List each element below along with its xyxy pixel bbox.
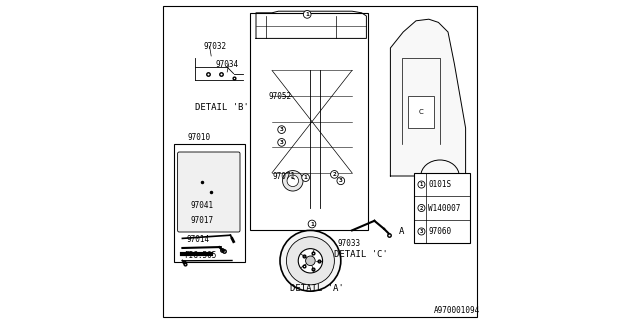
Text: DETAIL 'A': DETAIL 'A' <box>290 284 343 293</box>
Text: 97034: 97034 <box>216 60 239 68</box>
Text: 3: 3 <box>280 140 284 145</box>
Circle shape <box>418 204 425 212</box>
FancyBboxPatch shape <box>178 152 240 232</box>
Text: 1: 1 <box>304 175 307 180</box>
Text: 3: 3 <box>339 178 342 183</box>
Circle shape <box>287 237 334 285</box>
Text: 1: 1 <box>305 12 309 17</box>
Circle shape <box>302 174 310 181</box>
Text: 97010: 97010 <box>187 133 211 142</box>
Text: C: C <box>419 109 423 115</box>
Circle shape <box>282 171 303 191</box>
Text: 97060: 97060 <box>428 227 451 236</box>
Circle shape <box>278 139 285 146</box>
Bar <box>408 96 434 128</box>
Text: 97017: 97017 <box>191 216 214 225</box>
Text: 97033: 97033 <box>338 239 361 248</box>
Text: A: A <box>398 227 404 236</box>
Text: 97071: 97071 <box>273 172 296 181</box>
Text: FIG.505: FIG.505 <box>184 252 216 260</box>
Text: 3: 3 <box>420 229 423 234</box>
Text: 97014: 97014 <box>186 235 209 244</box>
Circle shape <box>278 126 285 133</box>
Text: W140007: W140007 <box>428 204 461 212</box>
Circle shape <box>330 171 338 178</box>
Circle shape <box>305 256 315 266</box>
Circle shape <box>287 175 298 187</box>
Circle shape <box>308 220 316 228</box>
Text: 3: 3 <box>280 127 284 132</box>
Circle shape <box>298 249 323 273</box>
Bar <box>250 13 368 230</box>
Polygon shape <box>390 19 466 176</box>
Text: 2: 2 <box>420 205 423 211</box>
Circle shape <box>418 181 425 188</box>
Circle shape <box>418 228 425 235</box>
Text: 1: 1 <box>420 182 423 187</box>
Circle shape <box>280 230 340 291</box>
Text: 97041: 97041 <box>191 201 214 210</box>
Bar <box>174 144 245 262</box>
Text: 2: 2 <box>333 172 336 177</box>
Bar <box>415 173 470 243</box>
Circle shape <box>337 177 344 185</box>
Circle shape <box>303 11 311 18</box>
Text: 0101S: 0101S <box>428 180 451 189</box>
Text: A970001094: A970001094 <box>434 306 480 315</box>
Text: DETAIL 'C': DETAIL 'C' <box>334 250 388 259</box>
Text: 1: 1 <box>310 221 314 227</box>
Text: 97052: 97052 <box>269 92 292 100</box>
Text: 97032: 97032 <box>204 42 227 51</box>
Text: DETAIL 'B': DETAIL 'B' <box>195 103 248 112</box>
